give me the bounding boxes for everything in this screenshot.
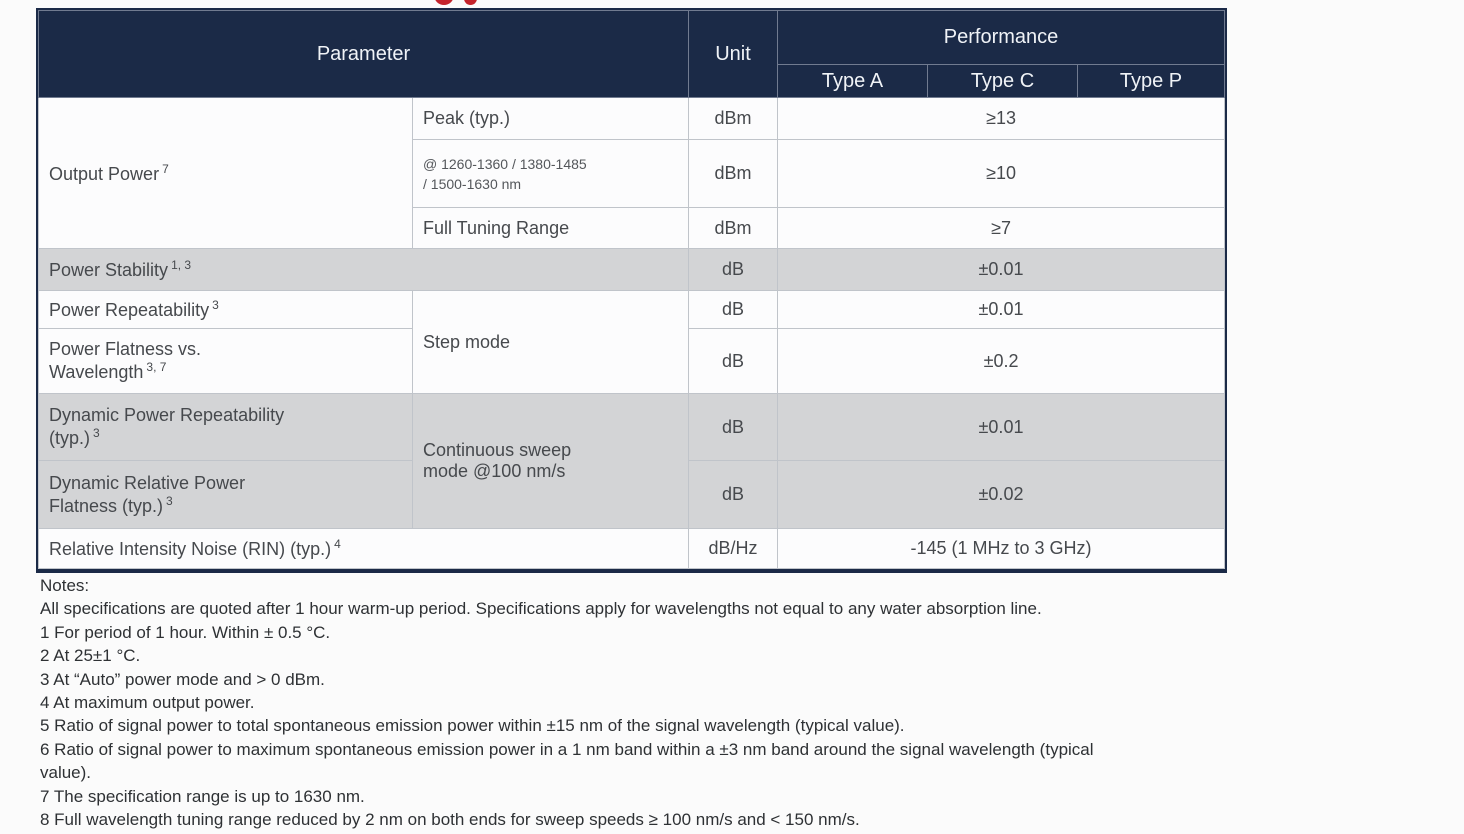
subparam-cell: Peak (typ.) — [412, 97, 689, 140]
param-label: Power Stability — [49, 260, 169, 280]
table-row: Output Power 7 Peak (typ.) dBm ≥13 — [38, 97, 1226, 249]
unit-cell: dB — [688, 328, 778, 394]
header-type-c: Type C — [927, 64, 1078, 98]
note-line: 3 At “Auto” power mode and > 0 dBm. — [40, 669, 325, 689]
red-letter-fragment-icon — [434, 0, 454, 5]
mode-cell-continuous-sweep: Continuous sweep mode @100 nm/s — [412, 393, 689, 529]
value-cell: ≥13 — [776, 97, 1226, 140]
note-line: 4 At maximum output power. — [40, 693, 255, 713]
param-cell: Power Stability 1, 3 — [38, 248, 689, 291]
header-performance: Performance — [776, 10, 1226, 65]
value-cell: ≥10 — [776, 139, 1226, 208]
note-line: 5 Ratio of signal power to total spontan… — [40, 716, 905, 736]
specification-table-wrapper: Parameter Unit Performance Type A Type C… — [36, 8, 1228, 573]
table-row: Relative Intensity Noise (RIN) (typ.) 4 d… — [38, 528, 1226, 569]
red-letter-fragment-icon — [464, 0, 477, 5]
table-row: Dynamic Relative Power Flatness (typ.) 3 … — [38, 460, 1226, 529]
param-cell: Power Flatness vs. Wavelength 3, 7 — [38, 328, 413, 394]
note-line: 8 Full wavelength tuning range reduced b… — [40, 810, 860, 830]
header-type-p: Type P — [1076, 64, 1226, 98]
unit-cell: dBm — [688, 139, 778, 208]
header-type-a: Type A — [777, 64, 928, 98]
value-cell: ≥7 — [776, 207, 1226, 249]
param-cell: Power Repeatability 3 — [38, 290, 413, 329]
table-body: Output Power 7 Peak (typ.) dBm ≥13 @ 1260… — [38, 97, 1226, 569]
table-row: Power Repeatability 3 Step mode dB ±0.01 — [38, 290, 1226, 394]
header-row-1: Parameter Unit Performance — [38, 10, 1226, 98]
footnote-marker: 1, 3 — [171, 258, 192, 272]
header-unit: Unit — [688, 10, 778, 98]
mode-cell-step-mode: Step mode — [412, 290, 689, 394]
note-line: 1 For period of 1 hour. Within ± 0.5 °C. — [40, 622, 331, 642]
note-line: 2 At 25±1 °C. — [40, 646, 141, 666]
note-line: 6 Ratio of signal power to maximum spont… — [40, 739, 1094, 783]
footnote-marker: 3 — [93, 426, 100, 440]
param-label: Relative Intensity Noise (RIN) (typ.) — [49, 539, 332, 559]
note-line: 7 The specification range is up to 1630 … — [40, 786, 365, 806]
param-label: Power Flatness vs. Wavelength — [49, 339, 202, 382]
subparam-cell: @ 1260-1360 / 1380-1485 / 1500-1630 nm — [412, 139, 689, 208]
footnote-marker: 3, 7 — [146, 360, 167, 374]
unit-cell: dBm — [688, 97, 778, 140]
unit-cell: dB — [688, 290, 778, 329]
header-row-2: Type A Type C Type P — [39, 64, 1226, 98]
footnote-marker: 7 — [162, 161, 169, 176]
value-cell: -145 (1 MHz to 3 GHz) — [776, 528, 1226, 569]
value-cell: ±0.02 — [776, 460, 1226, 529]
unit-cell: dBm — [688, 207, 778, 249]
value-cell: ±0.01 — [776, 248, 1226, 291]
param-cell: Dynamic Power Repeatability (typ.) 3 — [38, 393, 413, 461]
value-cell: ±0.2 — [776, 328, 1226, 394]
param-cell: Dynamic Relative Power Flatness (typ.) 3 — [38, 460, 413, 529]
param-label: Power Repeatability — [49, 300, 210, 320]
footnote-marker: 3 — [166, 493, 173, 508]
unit-cell: dB/Hz — [688, 528, 778, 569]
notes-section: Notes: All specifications are quoted aft… — [40, 574, 1448, 831]
table-header: Parameter Unit Performance Type A Type C… — [38, 10, 1226, 98]
subparam-cell: Full Tuning Range — [412, 207, 689, 249]
table-row: Full Tuning Range dBm ≥7 — [39, 207, 1226, 249]
specification-table: Parameter Unit Performance Type A Type C… — [38, 10, 1226, 569]
notes-title: Notes: — [40, 576, 90, 595]
unit-cell: dB — [688, 393, 778, 461]
note-line: All specifications are quoted after 1 ho… — [40, 599, 1042, 619]
param-cell-rin: Relative Intensity Noise (RIN) (typ.) 4 — [38, 528, 689, 569]
header-parameter: Parameter — [38, 10, 689, 98]
value-cell: ±0.01 — [776, 393, 1226, 461]
table-row: Dynamic Power Repeatability (typ.) 3 Cont… — [38, 393, 1226, 529]
param-label: Dynamic Relative Power Flatness (typ.) — [49, 472, 246, 516]
unit-cell: dB — [688, 460, 778, 529]
unit-cell: dB — [688, 248, 778, 291]
param-cell-output-power: Output Power 7 — [38, 97, 413, 249]
footnote-marker: 4 — [334, 537, 341, 551]
value-cell: ±0.01 — [776, 290, 1226, 329]
param-label: Output Power — [49, 163, 160, 184]
footnote-marker: 3 — [212, 298, 219, 312]
cut-off-red-heading-fragment — [434, 0, 504, 6]
table-row: Power Stability 1, 3 dB ±0.01 — [38, 248, 1226, 291]
param-label: Dynamic Power Repeatability (typ.) — [49, 405, 285, 448]
table-row: @ 1260-1360 / 1380-1485 / 1500-1630 nm d… — [39, 139, 1226, 208]
